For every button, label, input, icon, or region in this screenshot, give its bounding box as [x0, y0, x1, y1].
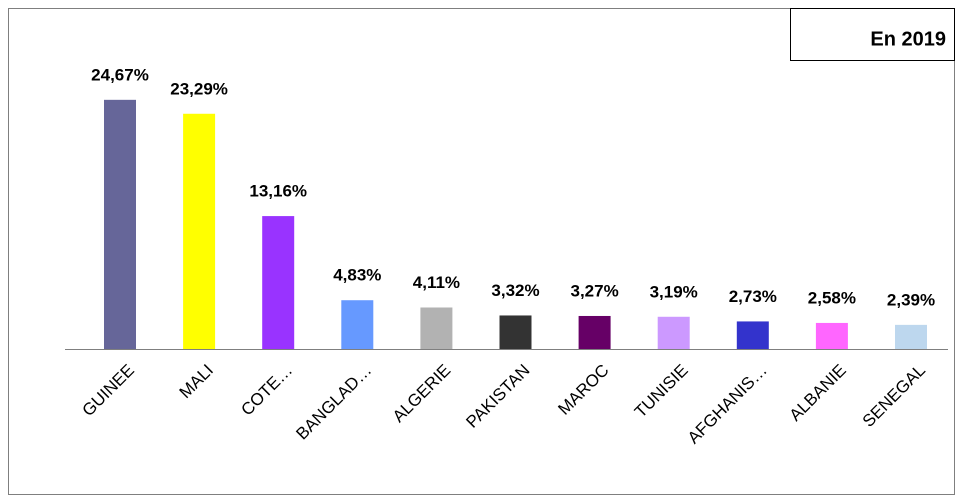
bar [341, 300, 374, 349]
bar [895, 324, 927, 349]
bar [499, 315, 532, 349]
value-label: 23,29% [170, 79, 228, 98]
value-label: 2,58% [808, 288, 856, 307]
value-label: 3,32% [491, 281, 539, 300]
x-tick-label: PAKISTAN [462, 361, 533, 432]
x-tick-label: SENEGAL [859, 361, 929, 431]
x-tick-label: TUNISIE [631, 361, 692, 422]
annotation: En 2019 [870, 28, 946, 50]
annotation-box [790, 8, 955, 61]
x-tick-label: COTE… [237, 361, 296, 420]
value-label: 2,73% [729, 287, 777, 306]
x-tick-label: MALI [176, 361, 217, 402]
x-tick-label: ALBANIE [786, 361, 850, 425]
value-label: 3,27% [570, 281, 618, 300]
bar [578, 315, 611, 349]
x-tick-label: BANGLAD… [292, 361, 375, 444]
value-label: 3,19% [650, 282, 698, 301]
chart-border [8, 8, 955, 495]
x-tick-label: AFGHANIS… [684, 361, 771, 448]
bar [183, 113, 216, 350]
bar [815, 322, 848, 349]
x-tick-label: MAROC [554, 361, 612, 419]
bar [104, 99, 136, 349]
x-tick-label: GUINEE [78, 361, 138, 421]
value-label: 24,67% [91, 65, 149, 84]
bar [736, 321, 769, 349]
bar [420, 307, 453, 349]
value-label: 4,11% [413, 273, 460, 292]
value-label: 13,16% [249, 182, 307, 201]
bar [262, 216, 295, 349]
x-tick-label: ALGERIE [389, 361, 455, 427]
value-label: 4,83% [333, 266, 381, 285]
value-label: 2,39% [887, 290, 935, 309]
bar [657, 316, 690, 349]
